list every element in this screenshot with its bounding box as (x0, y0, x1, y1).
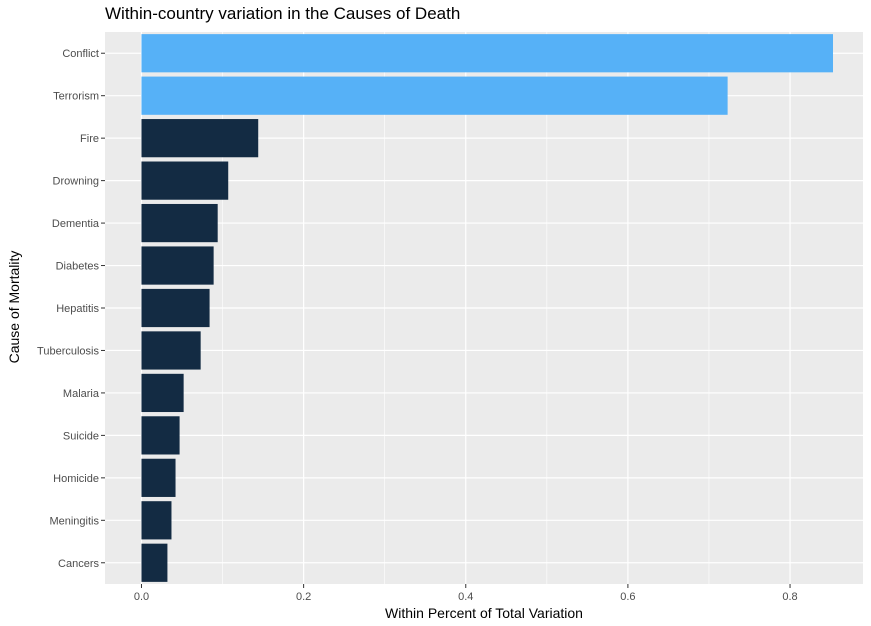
x-tick-label: 0.4 (458, 591, 473, 603)
x-tick-label: 0.8 (782, 591, 797, 603)
x-tick-label: 0.2 (296, 591, 311, 603)
bar-dementia (141, 203, 218, 243)
y-tick-label: Hepatitis (56, 303, 99, 315)
y-tick-label: Fire (80, 133, 99, 145)
y-tick-label: Conflict (62, 48, 99, 60)
x-axis-title: Within Percent of Total Variation (385, 605, 583, 621)
bar-tuberculosis (141, 331, 201, 370)
y-tick-label: Dementia (52, 218, 100, 230)
bar-terrorism (141, 76, 728, 115)
bar-fire (141, 119, 259, 158)
bar-suicide (141, 416, 180, 455)
bar-diabetes (141, 246, 214, 285)
bar-homicide (141, 458, 176, 497)
bar-hepatitis (141, 288, 210, 328)
y-tick-label: Meningitis (49, 515, 99, 527)
y-tick-label: Diabetes (56, 261, 100, 273)
bar-cancers (141, 543, 168, 582)
y-tick-label: Tuberculosis (37, 345, 99, 357)
y-tick-label: Malaria (63, 388, 100, 400)
y-tick-label: Suicide (63, 430, 99, 442)
bar-conflict (141, 34, 834, 73)
chart-title: Within-country variation in the Causes o… (105, 4, 461, 23)
x-tick-label: 0.0 (134, 591, 149, 603)
y-tick-label: Drowning (53, 176, 99, 188)
bar-meningitis (141, 501, 172, 540)
bar-drowning (141, 161, 229, 200)
y-tick-label: Cancers (58, 558, 99, 570)
y-tick-label: Terrorism (53, 91, 99, 103)
x-tick-label: 0.6 (620, 591, 635, 603)
y-tick-label: Homicide (53, 473, 99, 485)
bar-malaria (141, 373, 184, 413)
